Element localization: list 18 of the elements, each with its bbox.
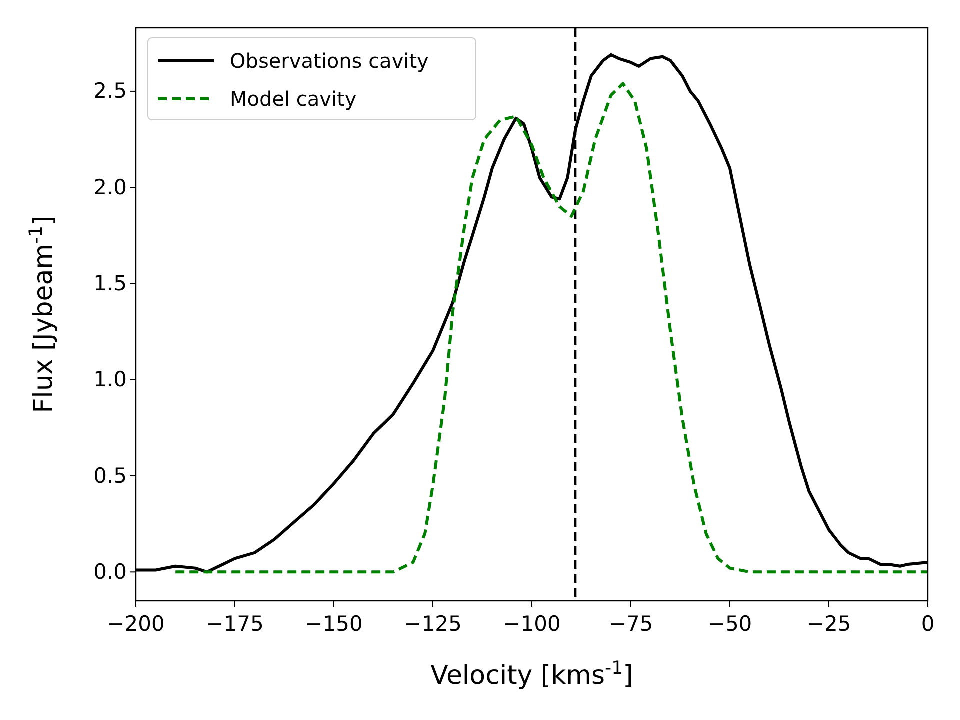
x-tick-label: −125: [404, 612, 462, 636]
y-tick-label: 0.0: [94, 560, 127, 584]
y-tick-label: 2.0: [94, 175, 127, 200]
x-tick-label: −100: [503, 612, 561, 636]
x-tick-label: −200: [107, 612, 165, 636]
x-tick-label: −175: [206, 612, 264, 636]
x-tick-label: −75: [608, 612, 654, 636]
x-tick-label: −50: [708, 612, 752, 636]
x-tick-label: −25: [806, 612, 852, 636]
y-tick-label: 1.0: [94, 368, 127, 392]
legend-label: Model cavity: [230, 87, 357, 111]
x-axis-title: Velocity [kms$^{-1}$]: [430, 658, 634, 691]
x-tick-label: −150: [305, 612, 363, 636]
legend-label: Observations cavity: [230, 49, 430, 73]
x-tick-label: 0: [921, 612, 935, 636]
y-tick-label: 2.5: [94, 79, 127, 104]
y-tick-label: 1.5: [94, 271, 127, 296]
y-tick-label: 0.5: [94, 464, 127, 488]
